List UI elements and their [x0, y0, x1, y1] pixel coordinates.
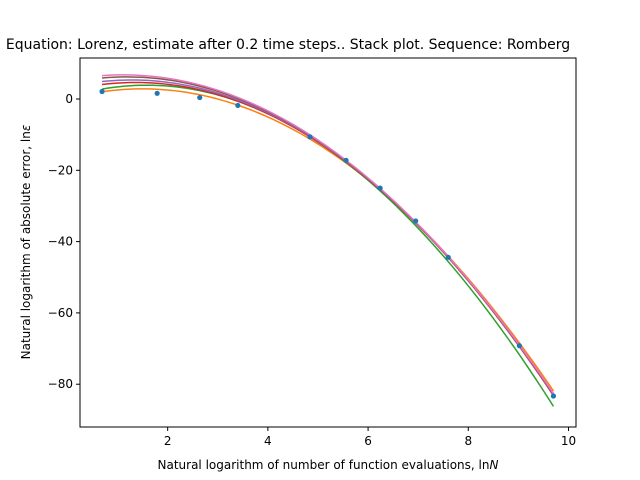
- chart-title: Equation: Lorenz, estimate after 0.2 tim…: [6, 37, 570, 53]
- plot-area: [99, 74, 557, 407]
- series-line-1: [101, 88, 555, 392]
- y-tick-label: −80: [48, 377, 73, 391]
- series-line-3: [101, 81, 555, 396]
- data-point-1: [99, 88, 105, 95]
- y-tick-label: −40: [48, 235, 73, 249]
- x-tick-label: 8: [464, 434, 472, 448]
- series-line-6: [101, 74, 555, 394]
- x-tick-label: 6: [364, 434, 372, 448]
- data-point-4: [235, 102, 241, 109]
- y-tick-label: −20: [48, 163, 73, 177]
- data-point-8: [413, 218, 419, 224]
- data-point-5: [307, 134, 313, 140]
- data-point-10: [516, 343, 522, 349]
- x-axis-label: Natural logarithm of number of function …: [158, 458, 499, 472]
- series-line-2: [101, 84, 555, 407]
- x-axis-label-symbol: N: [490, 458, 499, 472]
- y-tick-label: −60: [48, 306, 73, 320]
- data-point-2: [154, 90, 160, 96]
- series-line-5: [101, 76, 555, 395]
- data-point-7: [377, 185, 383, 191]
- y-axis-label: Natural logarithm of absolute error, lnε: [19, 124, 33, 359]
- y-axis-label-text: Natural logarithm of absolute error, ln: [19, 131, 33, 359]
- y-axis: 0 −20 −40 −60 −80: [48, 92, 80, 391]
- data-point-9: [445, 254, 451, 260]
- series-line-4: [101, 79, 555, 396]
- y-tick-label: 0: [65, 92, 73, 106]
- data-point-11: [550, 393, 557, 399]
- x-tick-label: 10: [561, 434, 576, 448]
- data-point-3: [197, 94, 203, 101]
- axes-frame: [79, 57, 577, 428]
- x-axis: 2 4 6 8 10: [164, 427, 576, 448]
- x-tick-label: 4: [264, 434, 272, 448]
- data-point-6: [343, 157, 349, 163]
- x-tick-label: 2: [164, 434, 172, 448]
- y-axis-label-symbol: ε: [19, 124, 33, 131]
- x-axis-label-text: Natural logarithm of number of function …: [158, 458, 490, 472]
